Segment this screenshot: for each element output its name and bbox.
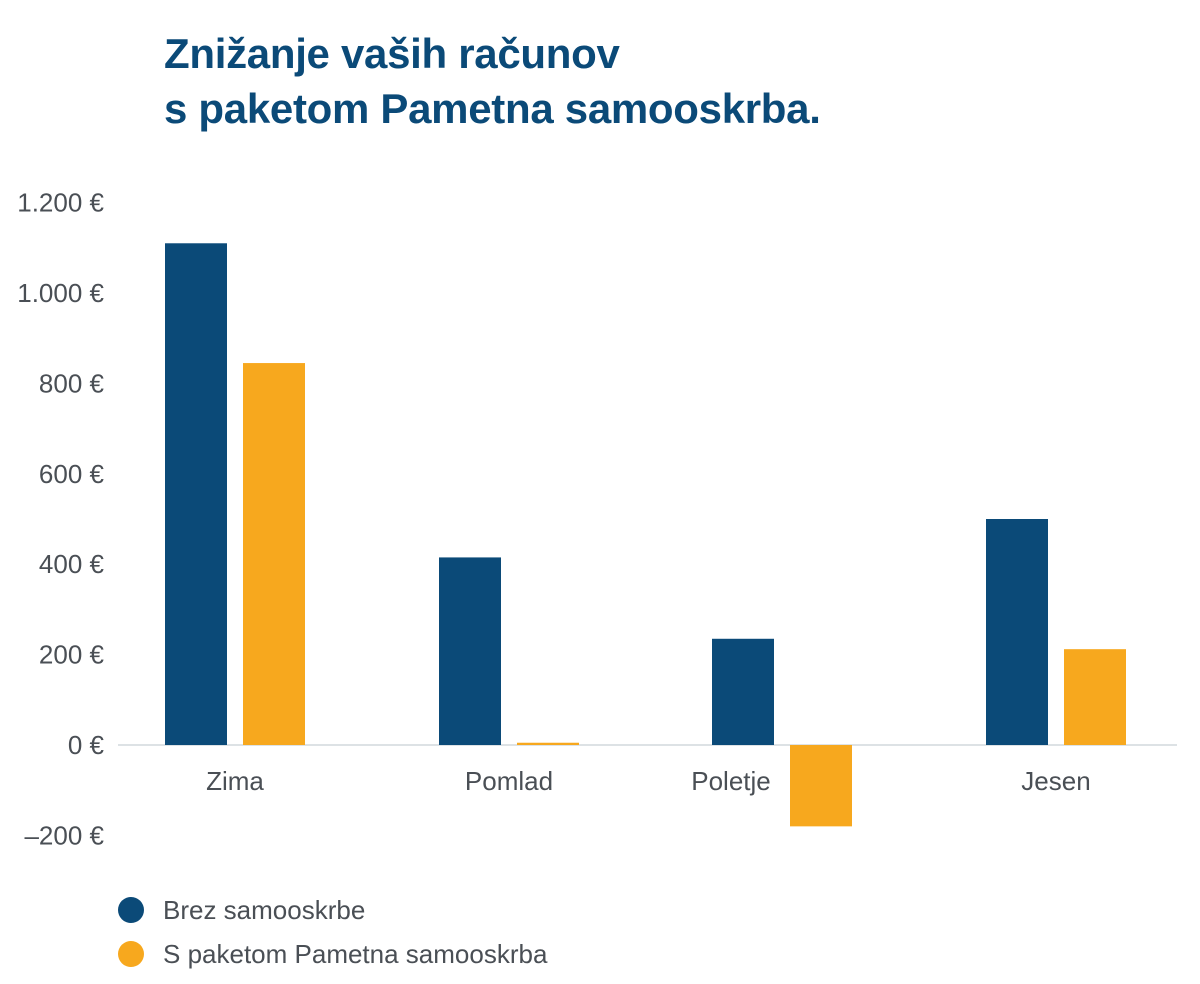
bar-jesen-series-1 [1064,649,1126,745]
legend-dot-icon [118,941,144,967]
legend-label: Brez samooskrbe [163,894,366,925]
x-category-label: Jesen [1021,766,1090,796]
y-tick-label: –200 € [24,820,104,850]
chart-title-line-2: s paketom Pametna samooskrba. [164,85,821,132]
bar-pomlad-series-1 [517,742,579,745]
bar-pomlad-series-0 [439,557,501,745]
y-axis-ticks: 1.200 € 1.000 € 800 € 600 € 400 € 200 € 0 € –20… [17,188,104,851]
legend-dot-icon [118,897,144,923]
legend-item-pametna-samooskrba: S paketom Pametna samooskrba [118,932,547,976]
bar-zima-series-1 [243,363,305,745]
y-tick-label: 600 € [39,459,105,489]
bar-chart: 1.200 € 1.000 € 800 € 600 € 400 € 200 € 0 € –20… [17,188,1177,851]
bar-zima-series-0 [165,243,227,745]
x-category-label: Zima [206,766,264,796]
y-tick-label: 0 € [68,730,105,760]
x-category-label: Poletje [691,766,771,796]
chart-title: Znižanje vaših računov s paketom Pametna… [164,26,821,136]
legend-label: S paketom Pametna samooskrba [163,938,548,969]
y-tick-label: 1.000 € [17,278,104,308]
legend-item-brez-samooskrbe: Brez samooskrbe [118,888,547,932]
chart-title-line-1: Znižanje vaših računov [164,30,620,77]
bar-jesen-series-0 [986,519,1048,745]
bars [165,243,1126,827]
y-tick-label: 200 € [39,640,105,670]
bar-poletje-series-0 [712,638,774,745]
y-tick-label: 1.200 € [17,188,104,218]
y-tick-label: 800 € [39,368,105,398]
x-axis-labels: Zima Pomlad Poletje Jesen [206,766,1091,796]
bar-poletje-series-1 [790,745,852,827]
x-category-label: Pomlad [465,766,553,796]
y-tick-label: 400 € [39,549,105,579]
legend: Brez samooskrbe S paketom Pametna samoos… [118,888,547,976]
